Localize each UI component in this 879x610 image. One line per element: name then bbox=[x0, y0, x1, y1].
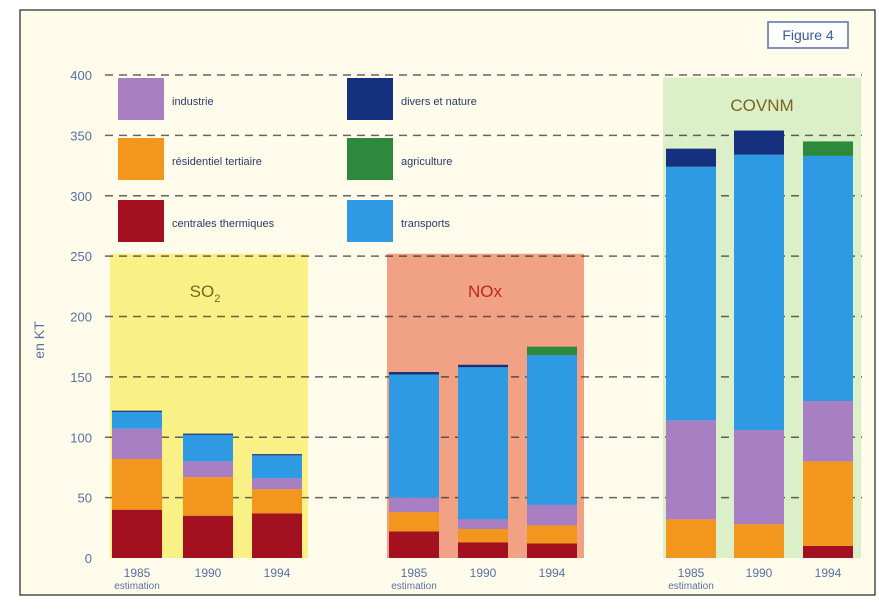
bar-segment-centrales-thermiques bbox=[803, 545, 853, 558]
legend-swatch-residentiel-tertiaire bbox=[118, 138, 164, 180]
bar-segment-industrie bbox=[183, 461, 233, 478]
legend: industrie résidentiel tertiaire centrales … bbox=[118, 78, 477, 242]
bar-segment-residentiel-tertiaire bbox=[527, 525, 577, 544]
y-axis: 0 50 100 150 200 250 300 350 400 bbox=[70, 68, 92, 566]
bar-segment-residentiel-tertiaire bbox=[252, 489, 302, 514]
x-tick-label: 1994 bbox=[815, 566, 842, 580]
bar-segment-centrales-thermiques bbox=[458, 542, 508, 558]
y-tick-label: 250 bbox=[70, 249, 92, 264]
bar-segment-transports bbox=[183, 434, 233, 462]
legend-swatch-transports bbox=[347, 200, 393, 242]
bar-segment-centrales-thermiques bbox=[389, 531, 439, 558]
y-tick-label: 300 bbox=[70, 189, 92, 204]
x-tick-label: 1985 bbox=[401, 566, 428, 580]
y-tick-label: 400 bbox=[70, 68, 92, 83]
y-tick-label: 200 bbox=[70, 310, 92, 325]
y-tick-label: 0 bbox=[85, 551, 92, 566]
bar-segment-residentiel-tertiaire bbox=[458, 529, 508, 543]
figure-label-box: Figure 4 bbox=[767, 21, 849, 49]
bar-segment-transports bbox=[734, 154, 784, 431]
bar-segment-agriculture bbox=[803, 141, 853, 156]
legend-swatch-divers-et-nature bbox=[347, 78, 393, 120]
legend-swatch-industrie bbox=[118, 78, 164, 120]
y-axis-label: en KT bbox=[31, 321, 47, 359]
bar-segment-residentiel-tertiaire bbox=[183, 477, 233, 516]
pollutant-title: SO2 bbox=[190, 282, 221, 305]
x-tick-label: 1990 bbox=[746, 566, 773, 580]
bar-segment-industrie bbox=[458, 519, 508, 530]
bar-segment-divers-et-nature bbox=[458, 364, 508, 368]
bar-segment-industrie bbox=[666, 420, 716, 520]
bar-segment-divers-et-nature bbox=[389, 372, 439, 375]
bar-segment-transports bbox=[527, 355, 577, 505]
bar-segment-divers-et-nature bbox=[734, 130, 784, 155]
bar-segment-agriculture bbox=[527, 346, 577, 356]
x-tick-label: 1985 bbox=[124, 566, 151, 580]
legend-label: industrie bbox=[172, 96, 214, 108]
bar-segment-residentiel-tertiaire bbox=[112, 458, 162, 510]
y-tick-label: 150 bbox=[70, 370, 92, 385]
bar-segment-transports bbox=[458, 367, 508, 520]
bar-segment-residentiel-tertiaire bbox=[734, 524, 784, 558]
bar-segment-transports bbox=[389, 374, 439, 498]
x-tick-label: 1994 bbox=[264, 566, 291, 580]
bar-segment-residentiel-tertiaire bbox=[803, 461, 853, 546]
bar-segment-transports bbox=[666, 166, 716, 421]
legend-label: transports bbox=[401, 218, 450, 230]
legend-label: centrales thermiques bbox=[172, 218, 275, 230]
bar-segment-transports bbox=[252, 455, 302, 479]
bar-segment-transports bbox=[112, 411, 162, 429]
bar-segment-industrie bbox=[734, 430, 784, 525]
bar-segment-centrales-thermiques bbox=[112, 509, 162, 558]
y-tick-label: 100 bbox=[70, 430, 92, 445]
x-tick-label: 1985 bbox=[678, 566, 705, 580]
legend-swatch-agriculture bbox=[347, 138, 393, 180]
bar-segment-centrales-thermiques bbox=[252, 513, 302, 558]
y-tick-label: 350 bbox=[70, 128, 92, 143]
bar-segment-residentiel-tertiaire bbox=[666, 519, 716, 558]
pollutant-title: COVNM bbox=[730, 96, 793, 115]
x-tick-label: 1990 bbox=[195, 566, 222, 580]
bar-segment-industrie bbox=[389, 497, 439, 513]
bar-segment-divers-et-nature bbox=[183, 433, 233, 435]
bar-segment-industrie bbox=[112, 428, 162, 459]
figure-label: Figure 4 bbox=[782, 27, 834, 43]
bar-segment-centrales-thermiques bbox=[527, 543, 577, 558]
bar-segment-industrie bbox=[527, 504, 577, 526]
pollutant-title: NOx bbox=[468, 282, 503, 301]
legend-label: agriculture bbox=[401, 156, 452, 168]
legend-swatch-centrales-thermiques bbox=[118, 200, 164, 242]
x-tick-sublabel: estimation bbox=[668, 581, 714, 592]
bar-segment-divers-et-nature bbox=[666, 148, 716, 167]
bar-segment-residentiel-tertiaire bbox=[389, 512, 439, 532]
bar-segment-industrie bbox=[252, 478, 302, 490]
x-tick-label: 1994 bbox=[539, 566, 566, 580]
bars bbox=[112, 130, 853, 558]
legend-label: résidentiel tertiaire bbox=[172, 156, 262, 168]
x-tick-sublabel: estimation bbox=[114, 581, 160, 592]
bar-segment-centrales-thermiques bbox=[183, 515, 233, 558]
legend-label: divers et nature bbox=[401, 96, 477, 108]
bar-segment-divers-et-nature bbox=[112, 410, 162, 412]
x-tick-label: 1990 bbox=[470, 566, 497, 580]
bar-segment-divers-et-nature bbox=[252, 454, 302, 456]
bar-segment-industrie bbox=[803, 401, 853, 462]
y-tick-label: 50 bbox=[78, 491, 92, 506]
bar-segment-transports bbox=[803, 155, 853, 402]
x-tick-sublabel: estimation bbox=[391, 581, 437, 592]
